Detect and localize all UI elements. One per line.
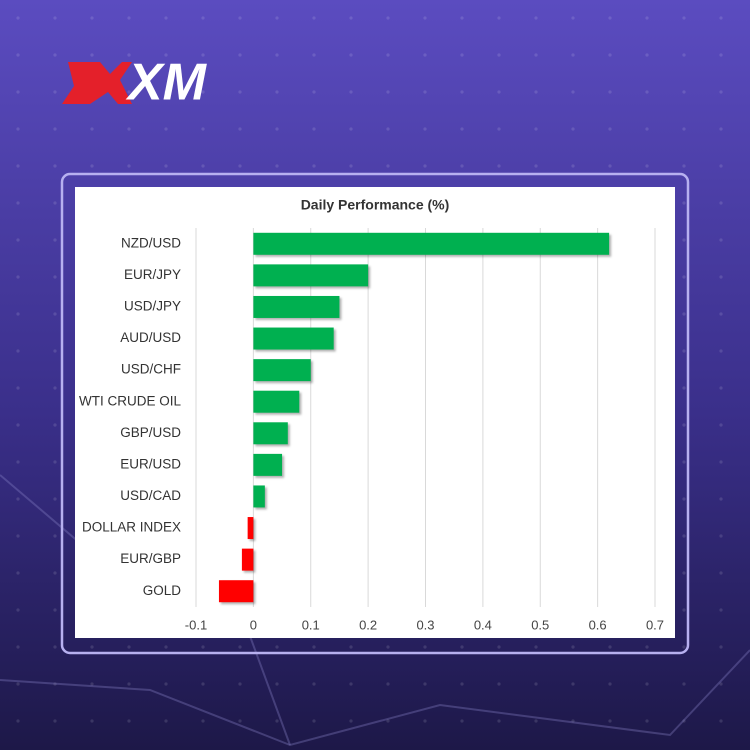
card-border bbox=[60, 172, 690, 655]
x-tick-label: 0.2 bbox=[359, 617, 377, 632]
y-tick-label: NZD/USD bbox=[121, 235, 181, 250]
x-tick-label: 0 bbox=[250, 617, 257, 632]
x-tick-label: 0.4 bbox=[474, 617, 492, 632]
y-tick-label: USD/CAD bbox=[120, 488, 181, 503]
bar bbox=[247, 517, 254, 540]
chart-title: Daily Performance (%) bbox=[301, 197, 450, 213]
logo-mark bbox=[62, 62, 132, 104]
bar bbox=[253, 295, 340, 318]
y-tick-label: USD/CHF bbox=[121, 362, 181, 377]
x-tick-label: 0.7 bbox=[646, 617, 664, 632]
x-tick-label: 0.1 bbox=[302, 617, 320, 632]
bar bbox=[253, 359, 311, 382]
y-tick-label: GOLD bbox=[143, 583, 182, 598]
y-tick-label: AUD/USD bbox=[120, 330, 181, 345]
y-tick-label: EUR/GBP bbox=[120, 551, 181, 566]
logo-text: XM bbox=[125, 54, 208, 112]
bar bbox=[253, 264, 369, 287]
y-tick-label: USD/JPY bbox=[124, 299, 181, 314]
x-tick-label: 0.5 bbox=[531, 617, 549, 632]
bar bbox=[253, 422, 288, 445]
bar bbox=[253, 485, 265, 508]
x-tick-label: 0.6 bbox=[589, 617, 607, 632]
y-tick-label: DOLLAR INDEX bbox=[82, 520, 181, 535]
bar bbox=[253, 453, 283, 476]
chart-background bbox=[75, 187, 675, 638]
y-tick-label: EUR/USD bbox=[120, 456, 181, 471]
y-tick-label: GBP/USD bbox=[120, 425, 181, 440]
bar bbox=[241, 548, 254, 571]
bar bbox=[253, 232, 610, 255]
x-tick-label: 0.3 bbox=[416, 617, 434, 632]
y-tick-label: WTI CRUDE OIL bbox=[79, 393, 181, 408]
bar bbox=[218, 580, 254, 603]
bar bbox=[253, 327, 334, 350]
bar bbox=[253, 390, 300, 413]
x-tick-label: -0.1 bbox=[185, 617, 207, 632]
y-tick-label: EUR/JPY bbox=[124, 267, 181, 282]
